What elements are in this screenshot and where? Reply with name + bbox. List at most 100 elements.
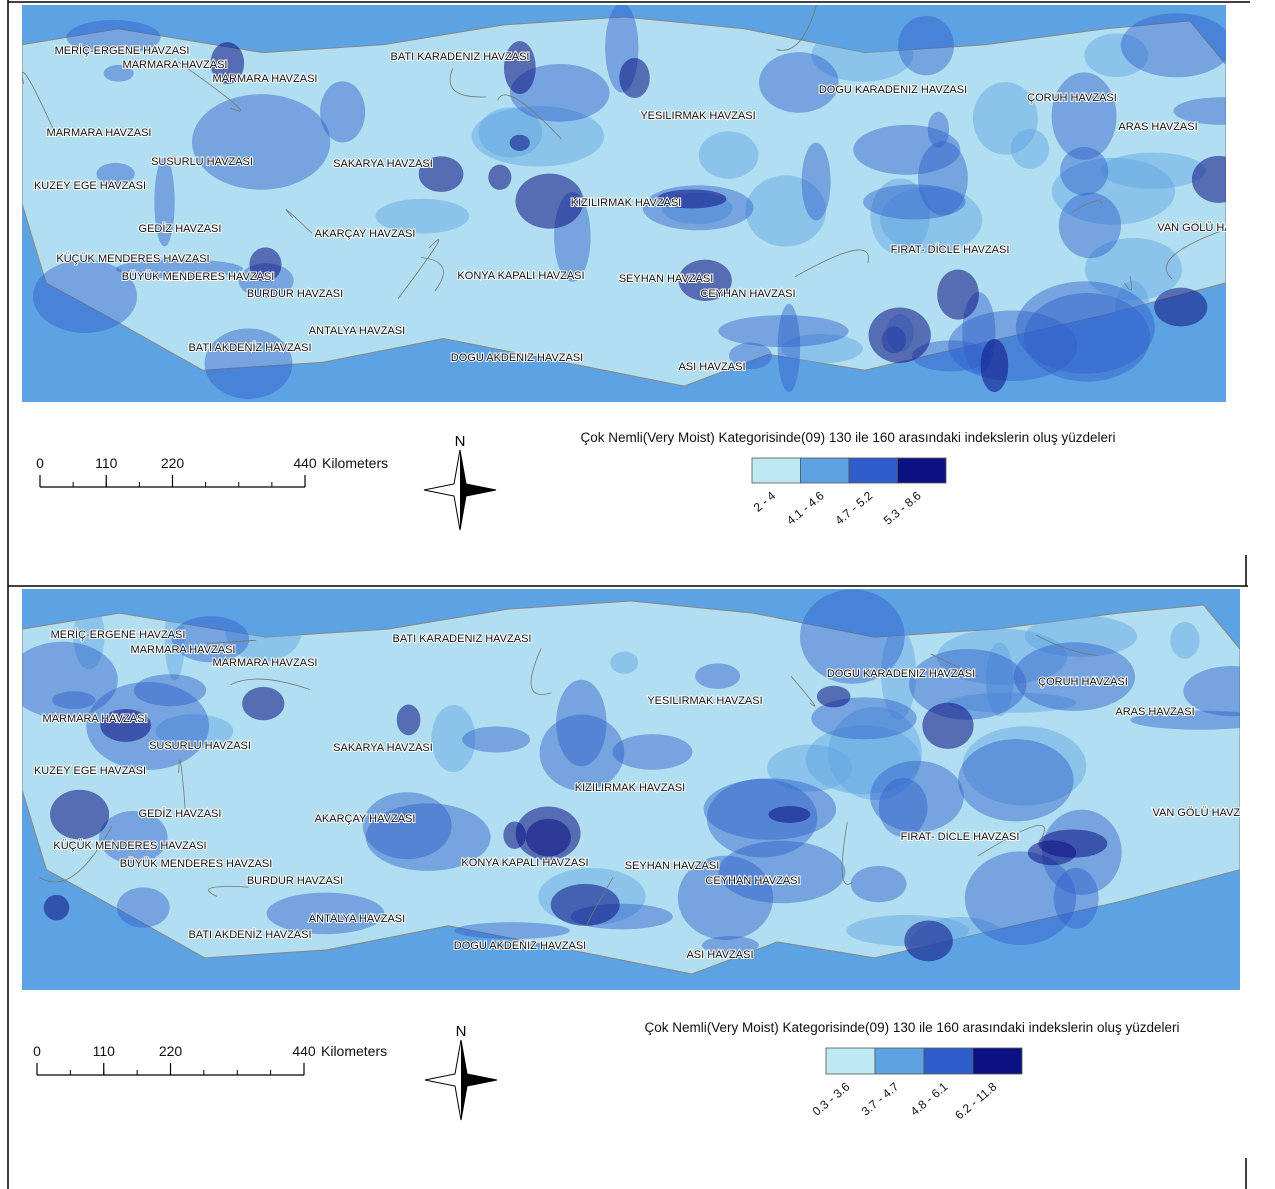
basin-label: BATI AKDENİZ HAVZASI: [188, 928, 311, 941]
basin-label: DOGU AKDENIZ HAVZASI: [451, 352, 583, 364]
basin-label: MERİÇ-ERGENE HAVZASI: [55, 44, 190, 57]
basin-label: KUZEY EGE HAVZASI: [34, 180, 146, 192]
basin-label: ASI HAVZASI: [678, 361, 745, 373]
blob: [695, 663, 740, 688]
basin-label: GEDİZ HAVZASI: [139, 807, 222, 820]
blob: [551, 884, 620, 926]
basin-label: CEYHAN HAVZASI: [700, 288, 795, 300]
basin-label: SEYHAN HAVZASI: [619, 273, 714, 285]
basin-label: DOGU KARADENIZ HAVZASI: [827, 668, 975, 680]
legend-label: 5.3 - 8.6: [881, 488, 924, 527]
blob: [699, 131, 759, 178]
basin-label: ASI HAVZASI: [686, 949, 753, 961]
blob: [504, 41, 536, 94]
blob: [802, 143, 831, 221]
blob: [1154, 288, 1207, 327]
basin-label: MARMARA HAVZASI: [43, 713, 148, 725]
blob: [192, 94, 330, 190]
blob: [870, 761, 964, 832]
basin-label: ANTALYA HAVZASI: [309, 913, 405, 925]
blob: [853, 125, 960, 175]
basin-label: SAKARYA HAVZASI: [333, 742, 433, 754]
basin-label: SUSURLU HAVZASI: [149, 740, 251, 752]
basin-label: YESILIRMAK HAVZASI: [647, 695, 762, 707]
scale-label: 220: [159, 1043, 183, 1059]
legend-swatch: [849, 458, 898, 483]
figure: MERİÇ-ERGENE HAVZASIMARMARA HAVZASIMARMA…: [0, 0, 1275, 1189]
blob: [1011, 129, 1049, 169]
legend-label: 6.2 - 11.8: [952, 1079, 999, 1122]
basin-label: VAN GÖLÜ HAVZASI: [1157, 222, 1262, 234]
basin-label: AKARÇAY HAVZASI: [315, 813, 416, 825]
basin-label: KÜÇÜK MENDERES HAVZASI: [56, 253, 209, 265]
legend-swatch: [898, 458, 947, 483]
basin-label: BATI AKDENİZ HAVZASI: [188, 341, 311, 354]
blob: [50, 790, 109, 840]
blob: [817, 686, 851, 708]
blob: [922, 703, 973, 749]
scale-label: 440: [292, 1043, 316, 1059]
blob: [1170, 622, 1199, 659]
blob: [869, 307, 931, 363]
blob: [510, 135, 530, 151]
blob: [909, 649, 1026, 720]
basin-label: ANTALYA HAVZASI: [309, 325, 405, 337]
basin-label: MARMARA HAVZASI: [213, 657, 318, 669]
blob: [44, 895, 70, 921]
map: MERİÇ-ERGENE HAVZASIMARMARA HAVZASIMARMA…: [7, 589, 1275, 990]
north-arrow-fill: [460, 450, 496, 530]
legend-label: 4.7 - 5.2: [832, 488, 875, 527]
blob: [503, 821, 526, 848]
basin-label: DOGU AKDENIZ HAVZASI: [454, 940, 586, 952]
blob: [1054, 868, 1099, 929]
blob: [1060, 147, 1108, 195]
basin-label: DOGU KARADENIZ HAVZASI: [819, 84, 967, 96]
blob: [1059, 192, 1121, 258]
blob: [205, 328, 293, 398]
blob: [981, 339, 1009, 392]
blob: [454, 922, 570, 939]
basin-label: MARMARA HAVZASI: [131, 644, 236, 656]
basin-label: MERİÇ-ERGENE HAVZASI: [51, 628, 186, 641]
north-arrow-fill: [461, 1040, 497, 1120]
blob: [242, 687, 284, 720]
blob: [1192, 156, 1246, 203]
blob: [612, 734, 692, 770]
basin-label: ÇORUH HAVZASI: [1027, 92, 1117, 104]
legend-swatch: [924, 1048, 973, 1074]
scale-unit: Kilometers: [321, 1043, 387, 1059]
basin-label: CEYHAN HAVZASI: [705, 875, 800, 887]
scale-label: 220: [161, 455, 185, 471]
scale-label: 110: [95, 455, 118, 471]
blob: [937, 269, 979, 319]
blob: [719, 841, 846, 903]
basin-label: BURDUR HAVZASI: [247, 288, 343, 300]
blob: [52, 691, 95, 709]
legend-swatch: [875, 1048, 924, 1074]
blob: [1121, 13, 1232, 77]
blob: [1052, 72, 1117, 160]
legend-label: 0.3 - 3.6: [810, 1079, 853, 1118]
map: MERİÇ-ERGENE HAVZASIMARMARA HAVZASIMARMA…: [0, 3, 1269, 402]
legend-title: Çok Nemli(Very Moist) Kategorisinde(09) …: [644, 1020, 1179, 1035]
blob: [117, 887, 170, 927]
basin-label: KONYA KAPALI HAVZASI: [461, 857, 588, 869]
basin-label: ÇORUH HAVZASI: [1038, 676, 1128, 688]
basin-label: FIRAT- DİCLE HAVZASI: [891, 243, 1010, 256]
basin-label: VAN GÖLÜ HAVZA: [1153, 807, 1249, 819]
basin-label: KONYA KAPALI HAVZASI: [457, 270, 584, 282]
legend-swatch: [973, 1048, 1022, 1074]
legend-label: 3.7 - 4.7: [859, 1079, 902, 1118]
basin-label: ARAS HAVZASI: [1118, 121, 1197, 133]
blob: [1039, 829, 1108, 857]
basin-label: FIRAT- DİCLE HAVZASI: [901, 830, 1020, 843]
basin-label: KÜÇÜK MENDERES HAVZASI: [53, 840, 206, 852]
basin-label: AKARÇAY HAVZASI: [315, 228, 416, 240]
legend-swatch: [752, 458, 801, 483]
north-label: N: [455, 433, 466, 450]
blob: [948, 310, 1077, 380]
legend-label: 4.1 - 4.6: [784, 488, 827, 527]
basin-label: KIZILIRMAK HAVZASI: [575, 782, 685, 794]
scale-label: 110: [93, 1043, 116, 1059]
basin-label: MARMARA HAVZASI: [47, 127, 152, 139]
